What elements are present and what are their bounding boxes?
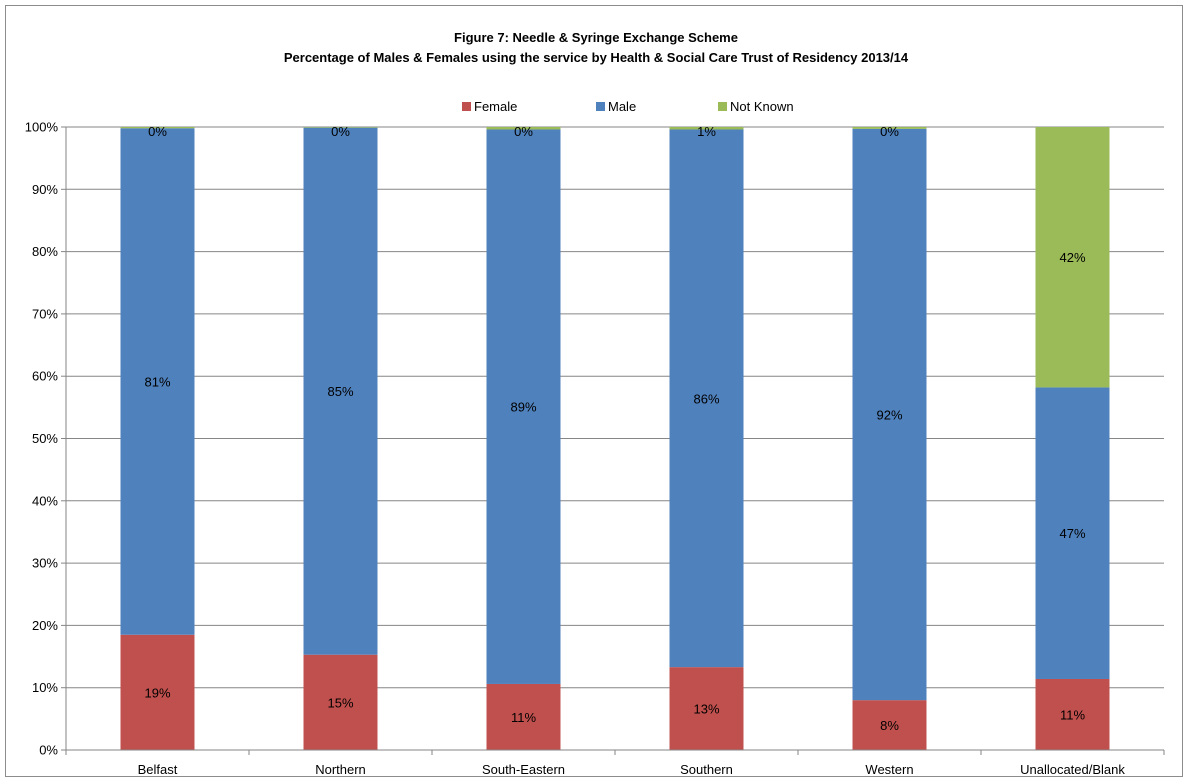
data-label: 1% <box>697 124 716 139</box>
x-tick-label: Southern <box>680 762 733 777</box>
legend: Female Male Not Known <box>462 99 794 114</box>
legend-label: Male <box>608 99 636 114</box>
data-label: 89% <box>510 400 536 415</box>
data-label: 92% <box>876 408 902 423</box>
x-tick-label: Unallocated/Blank <box>1020 762 1125 777</box>
y-tick-label: 90% <box>32 182 58 197</box>
data-label: 0% <box>148 124 167 139</box>
bar-segment-male <box>120 128 195 635</box>
bar-segment-not-known <box>669 127 744 130</box>
chart-title: Figure 7: Needle & Syringe Exchange Sche… <box>454 30 738 45</box>
x-tick-label: Western <box>865 762 913 777</box>
axes: 0% 10% 20% 30% 40% 50% 60% 70% 80% 90% 100% Belfast… <box>25 120 1165 777</box>
bar-segment-not-known <box>303 127 378 128</box>
bar-segment-not-known <box>486 127 561 130</box>
data-label: 47% <box>1059 526 1085 541</box>
legend-swatch-female <box>462 102 471 111</box>
x-tick-label: South-Eastern <box>482 762 565 777</box>
bar-segment-female <box>669 667 744 750</box>
x-tick-label: Northern <box>315 762 366 777</box>
legend-label: Not Known <box>730 99 794 114</box>
data-label: 0% <box>331 124 350 139</box>
chart-subtitle: Percentage of Males & Females using the … <box>284 50 909 65</box>
data-label: 11% <box>511 710 536 725</box>
data-label: 15% <box>327 695 353 710</box>
bar-segment-female <box>120 634 195 750</box>
data-label: 42% <box>1059 250 1085 265</box>
legend-swatch-not-known <box>718 102 727 111</box>
bar-segment-male <box>852 128 927 701</box>
bar-segment-not-known <box>120 127 195 129</box>
bar-segment-female <box>303 654 378 750</box>
bars: 19% 81% 0% 15% 85% 0% 11% 89% 0% 13% 86% 1% 8% 92% 0% 1… <box>120 124 1110 750</box>
data-label: 11% <box>1060 707 1085 722</box>
bar-segment-female <box>1035 678 1110 750</box>
y-tick-label: 80% <box>32 244 58 259</box>
bar-segment-female <box>852 700 927 750</box>
chart-frame <box>5 5 1183 777</box>
data-label: 81% <box>144 374 170 389</box>
data-label: 8% <box>880 718 899 733</box>
x-tick-label: Belfast <box>138 762 178 777</box>
y-tick-label: 20% <box>32 618 58 633</box>
y-tick-label: 30% <box>32 556 58 571</box>
bar-segment-not-known <box>1035 127 1110 388</box>
y-tick-label: 10% <box>32 680 58 695</box>
data-label: 0% <box>880 124 899 139</box>
y-tick-label: 70% <box>32 306 58 321</box>
bar-segment-female <box>486 683 561 750</box>
data-label: 86% <box>693 391 719 406</box>
data-label: 13% <box>693 702 719 717</box>
data-label: 19% <box>144 685 170 700</box>
y-tick-label: 60% <box>32 369 58 384</box>
legend-swatch-male <box>596 102 605 111</box>
y-tick-label: 0% <box>39 743 58 758</box>
bar-segment-not-known <box>852 127 927 129</box>
data-label: 85% <box>327 384 353 399</box>
y-tick-label: 40% <box>32 493 58 508</box>
data-label: 0% <box>514 124 533 139</box>
y-tick-label: 100% <box>25 120 59 135</box>
bar-segment-male <box>486 129 561 684</box>
y-tick-label: 50% <box>32 431 58 446</box>
legend-label: Female <box>474 99 517 114</box>
bar-segment-male <box>303 127 378 655</box>
gridlines <box>66 126 1164 689</box>
bar-segment-male <box>1035 387 1110 679</box>
bar-segment-male <box>669 129 744 668</box>
